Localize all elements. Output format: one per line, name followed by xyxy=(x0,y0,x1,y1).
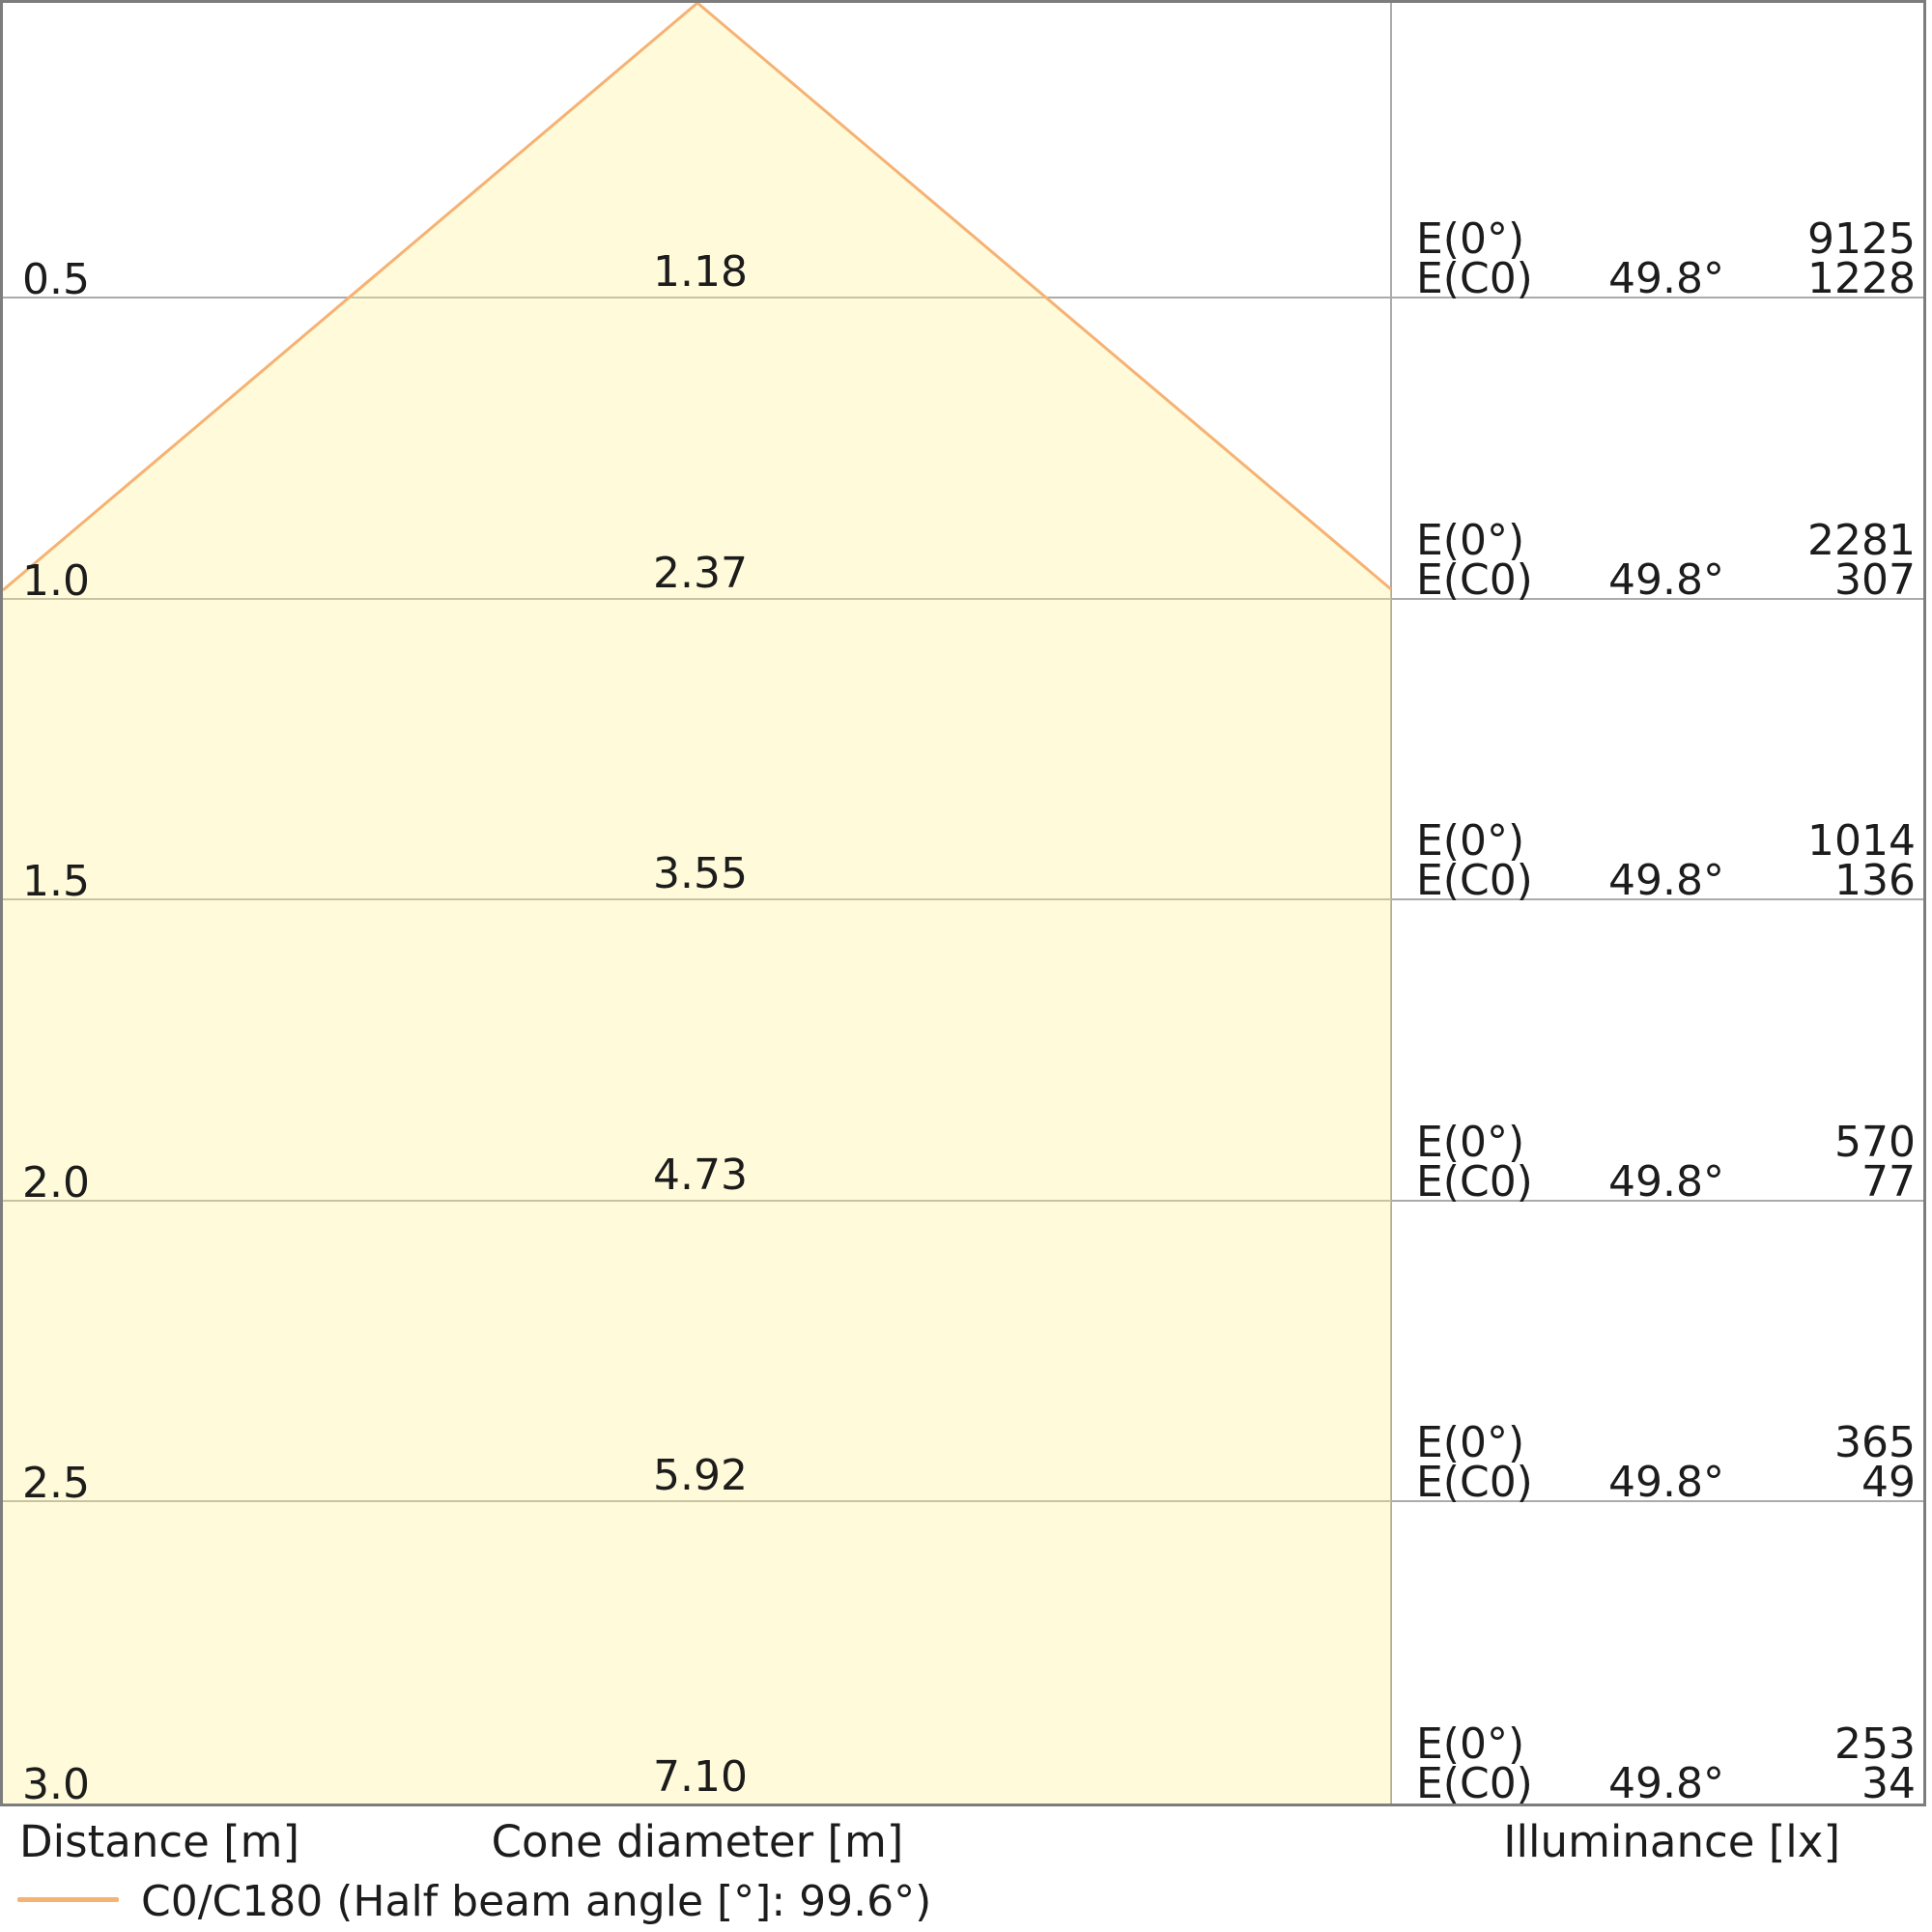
ec0-value: 77 xyxy=(1861,1157,1916,1207)
ec0-value: 1228 xyxy=(1807,254,1916,303)
e0-label: E(0°) xyxy=(1416,1118,1525,1167)
axis-label-illuminance: Illuminance [lx] xyxy=(1503,1816,1840,1867)
distance-label: 1.0 xyxy=(22,556,90,606)
e0-value: 253 xyxy=(1834,1719,1916,1769)
ec0-value: 307 xyxy=(1834,555,1916,605)
cone-diameter-value: 5.92 xyxy=(653,1451,748,1500)
e0-label: E(0°) xyxy=(1416,1719,1525,1769)
distance-label: 2.0 xyxy=(22,1158,90,1208)
illuminance-row-ec0: E(C0) 49.8° 49 xyxy=(1396,1458,1932,1507)
axis-label-cone-diameter: Cone diameter [m] xyxy=(491,1816,904,1867)
cone-diameter-value: 1.18 xyxy=(653,247,748,297)
ec0-label: E(C0) xyxy=(1416,1759,1533,1808)
illuminance-row-ec0: E(C0) 49.8° 34 xyxy=(1396,1759,1932,1808)
distance-label: 0.5 xyxy=(22,255,90,304)
legend-line-swatch xyxy=(17,1897,119,1902)
ec0-label: E(C0) xyxy=(1416,555,1533,605)
illuminance-row-ec0: E(C0) 49.8° 307 xyxy=(1396,555,1932,605)
ec0-label: E(C0) xyxy=(1416,856,1533,905)
light-cone-fill xyxy=(3,3,1391,1804)
ec0-value: 49 xyxy=(1861,1458,1916,1507)
e0-value: 2281 xyxy=(1807,516,1916,565)
e0-label: E(0°) xyxy=(1416,516,1525,565)
ec0-label: E(C0) xyxy=(1416,1458,1533,1507)
distance-label: 3.0 xyxy=(22,1760,90,1809)
e0-label: E(0°) xyxy=(1416,214,1525,264)
illuminance-row-e0: E(0°) 365 xyxy=(1396,1418,1932,1467)
chart-area: 0.5 1.18 E(0°) 9125 E(C0) 49.8° 1228 1.0… xyxy=(0,0,1926,1806)
e0-value: 9125 xyxy=(1807,214,1916,264)
illuminance-row-ec0: E(C0) 49.8° 1228 xyxy=(1396,254,1932,303)
ec0-label: E(C0) xyxy=(1416,254,1533,303)
cone-diameter-value: 7.10 xyxy=(653,1752,748,1802)
e0-value: 1014 xyxy=(1807,816,1916,866)
e0-label: E(0°) xyxy=(1416,816,1525,866)
beam-angle-value: 49.8° xyxy=(1608,1458,1724,1507)
illuminance-row-ec0: E(C0) 49.8° 77 xyxy=(1396,1157,1932,1207)
illuminance-row-e0: E(0°) 1014 xyxy=(1396,816,1932,866)
cone-diameter-value: 3.55 xyxy=(653,849,748,898)
distance-label: 2.5 xyxy=(22,1459,90,1508)
gridlines xyxy=(3,3,1923,1804)
illuminance-row-e0: E(0°) 9125 xyxy=(1396,214,1932,264)
e0-label: E(0°) xyxy=(1416,1418,1525,1467)
e0-value: 570 xyxy=(1834,1118,1916,1167)
distance-label: 1.5 xyxy=(22,857,90,906)
beam-angle-value: 49.8° xyxy=(1608,1157,1724,1207)
illuminance-row-e0: E(0°) 570 xyxy=(1396,1118,1932,1167)
illuminance-row-e0: E(0°) 253 xyxy=(1396,1719,1932,1769)
legend-label: C0/C180 (Half beam angle [°]: 99.6°) xyxy=(141,1877,932,1926)
e0-value: 365 xyxy=(1834,1418,1916,1467)
cone-plot-svg xyxy=(3,3,1923,1804)
beam-angle-value: 49.8° xyxy=(1608,555,1724,605)
illuminance-row-e0: E(0°) 2281 xyxy=(1396,516,1932,565)
cone-edge-lines xyxy=(3,3,1392,592)
axis-label-distance: Distance [m] xyxy=(19,1816,300,1867)
cone-diameter-value: 4.73 xyxy=(653,1151,748,1200)
ec0-value: 34 xyxy=(1861,1759,1916,1808)
beam-angle-value: 49.8° xyxy=(1608,856,1724,905)
beam-angle-value: 49.8° xyxy=(1608,1759,1724,1808)
beam-angle-value: 49.8° xyxy=(1608,254,1724,303)
illuminance-row-ec0: E(C0) 49.8° 136 xyxy=(1396,856,1932,905)
cone-diameter-value: 2.37 xyxy=(653,549,748,598)
ec0-value: 136 xyxy=(1834,856,1916,905)
ec0-label: E(C0) xyxy=(1416,1157,1533,1207)
